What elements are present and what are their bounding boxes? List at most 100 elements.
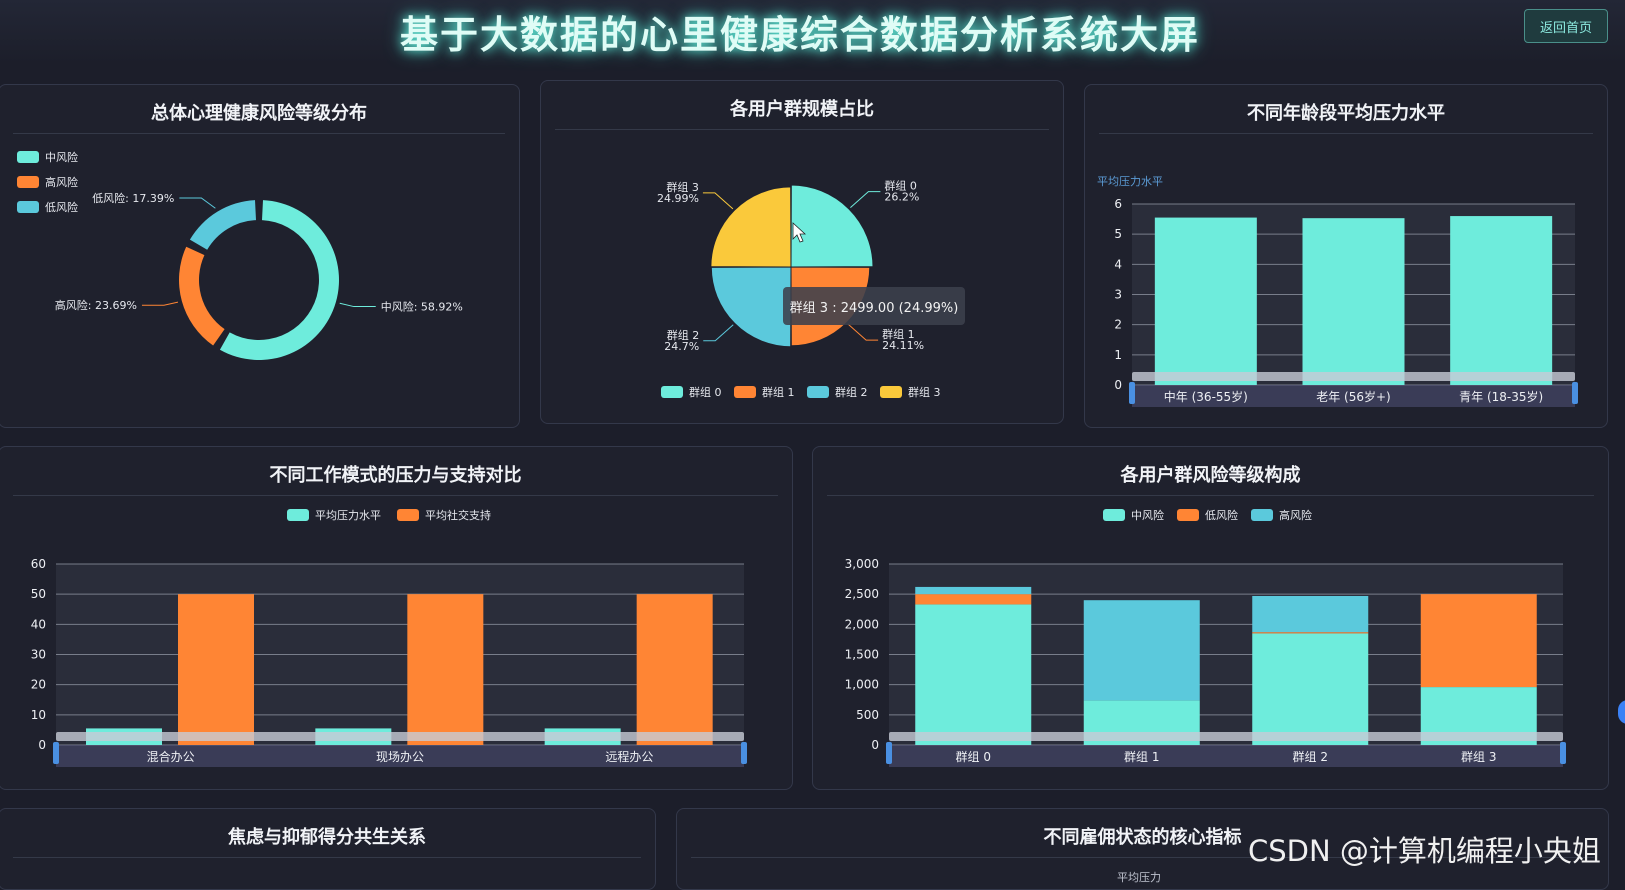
divider [13,495,778,496]
pie-slice [790,184,874,268]
y-tick-label: 1 [1114,348,1122,362]
zoom-slider-handle-right [1572,382,1578,404]
legend-label: 群组 3 [908,385,941,399]
zoom-slider-handle-right [741,742,747,764]
donut-slice [219,200,339,360]
panel-title: 不同雇佣状态的核心指标 [1043,827,1242,848]
zoom-slider-handle-left [53,742,59,764]
legend-swatch [287,509,309,521]
bar-segment [1083,600,1200,701]
header-bar [0,0,1625,64]
bar-segment [915,594,1032,605]
y-tick-label: 2,500 [845,587,879,601]
y-tick-label: 2 [1114,318,1122,332]
zoom-slider-track [889,732,1563,741]
side-float-button[interactable] [1618,700,1625,724]
bar [1154,217,1257,385]
group-share-pie-chart: 群组 026.2%群组 124.11%群组 224.7%群组 324.99%群组… [657,179,941,399]
panel-title: 总体心理健康风险等级分布 [151,103,367,124]
legend-swatch [661,386,683,398]
y-tick-label: 1,500 [845,648,879,662]
slice-name: 群组 0 [884,179,917,193]
legend-label: 高风险 [1279,508,1312,522]
y-tick-label: 6 [1114,197,1122,211]
panel-title: 各用户群规模占比 [730,99,874,120]
legend-swatch [17,151,39,163]
panel-anxiety: 焦虑与抑郁得分共生关系 [0,808,656,890]
bar-segment [1252,632,1369,634]
slice-label: 低风险: 17.39% [92,191,174,205]
bar [178,594,254,745]
x-tick-label: 现场办公 [376,749,424,764]
legend-swatch [1177,509,1199,521]
bar-segment [1252,633,1369,745]
divider [827,495,1594,496]
y-tick-label: 60 [31,557,46,571]
legend-swatch [807,386,829,398]
legend-label: 平均社交支持 [425,508,491,522]
y-tick-label: 3,000 [845,557,879,571]
x-tick-label: 群组 2 [1293,750,1328,764]
y-tick-label: 40 [31,617,46,631]
y-tick-label: 5 [1114,227,1122,241]
label-leader [850,191,881,208]
divider [555,129,1049,130]
y-tick-label: 2,000 [845,617,879,631]
label-leader [847,323,879,341]
legend-label: 群组 2 [835,385,868,399]
zoom-slider-handle-left [886,742,892,764]
x-tick-label: 群组 3 [1461,750,1496,764]
panel-age-stress: 不同年龄段平均压力水平 0 1 2 3 4 5 6 中年 (36-55岁) 老年 (56岁+) 青… [1084,84,1608,428]
zoom-slider-area [889,745,1563,767]
legend-label: 群组 0 [689,385,722,399]
x-tick-label: 群组 0 [956,750,991,764]
divider [1099,133,1593,134]
zoom-slider-track [56,732,744,741]
y-tick-label: 0 [871,738,879,752]
bar [1302,218,1405,385]
slice-label: 高风险: 23.69% [55,298,137,312]
label-leader [179,197,216,209]
label-leader [339,302,376,308]
donut-slice [179,246,225,346]
x-tick-label: 老年 (56岁+) [1316,389,1391,404]
pie-slice [710,266,792,348]
age-stress-bar-chart: 0 1 2 3 4 5 6 中年 (36-55岁) 老年 (56岁+) 青年 (18-35岁) 平均… [1097,175,1578,407]
panel-group-share: 各用户群规模占比 群组 0 26.2% 群组 1 24.11% 群组 2 24.7% 群组 … [540,80,1064,424]
y-tick-label: 500 [856,708,879,722]
group-risk-stacked-bar-chart: 0 500 1,000 1,500 2,000 2,500 3,000 群组 0 群组 1 群组 … [845,508,1566,767]
bar-segment [915,604,1032,745]
x-tick-label: 中年 (36-55岁) [1164,389,1248,404]
legend-swatch [17,176,39,188]
slice-percent: 24.11% [882,339,924,352]
legend-label: 低风险 [1205,508,1238,522]
legend-swatch [880,386,902,398]
page-title: 基于大数据的心里健康综合数据分析系统大屏 [399,13,1200,57]
zoom-slider-track [1132,372,1575,381]
slice-name: 群组 1 [882,327,915,341]
panel-title: 各用户群风险等级构成 [1120,465,1301,486]
slice-name: 群组 3 [666,180,699,194]
legend-label: 群组 1 [762,385,795,399]
legend-label: 平均压力水平 [315,509,381,522]
legend-label: 中风险 [45,150,78,164]
panel-title: 不同年龄段平均压力水平 [1247,103,1445,124]
legend-swatch [1251,509,1273,521]
slice-label: 中风险: 58.92% [381,300,463,314]
x-tick-label: 群组 1 [1124,750,1159,764]
zoom-slider-handle-right [1560,742,1566,764]
label-leader [703,324,734,342]
y-tick-label: 10 [31,708,46,722]
y-tick-label: 0 [38,738,46,752]
y-tick-label: 20 [31,678,46,692]
slice-name: 群组 2 [667,328,700,342]
divider [13,857,641,858]
bar-segment [1252,595,1369,633]
y-tick-label: 1,000 [845,678,879,692]
bar-segment [915,586,1032,595]
x-tick-label: 青年 (18-35岁) [1459,389,1543,404]
legend-label: 低风险 [45,200,78,214]
zoom-slider-area [1132,385,1575,407]
back-home-button[interactable]: 返回首页 [1524,9,1608,43]
panel-employment: 不同雇佣状态的核心指标 平均压力 [676,808,1609,890]
